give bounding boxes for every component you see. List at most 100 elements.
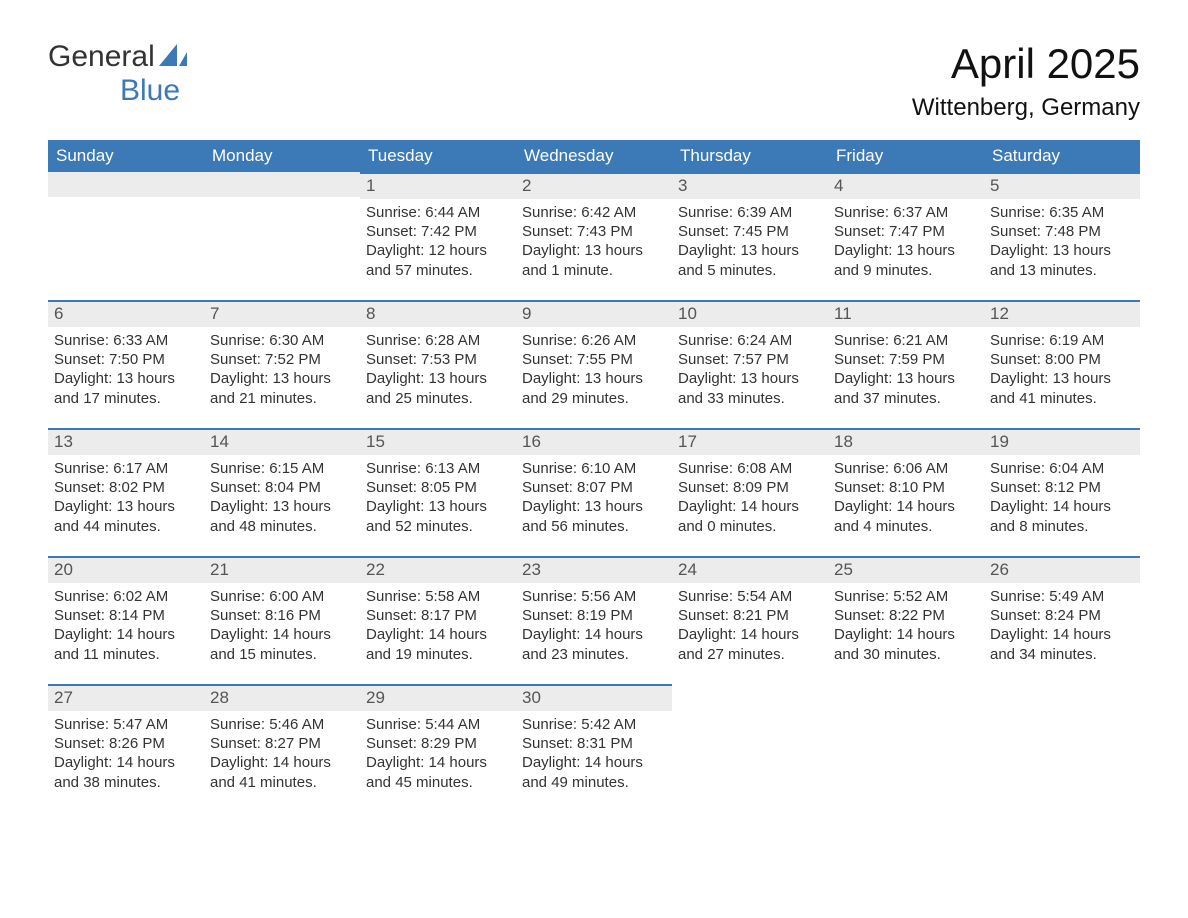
calendar-day-cell: 29Sunrise: 5:44 AMSunset: 8:29 PMDayligh…: [360, 684, 516, 812]
calendar-day-cell: 25Sunrise: 5:52 AMSunset: 8:22 PMDayligh…: [828, 556, 984, 684]
day-details: Sunrise: 6:04 AMSunset: 8:12 PMDaylight:…: [984, 455, 1140, 536]
calendar-day-cell: 27Sunrise: 5:47 AMSunset: 8:26 PMDayligh…: [48, 684, 204, 812]
calendar-day-cell: [984, 684, 1140, 812]
calendar-day-cell: 30Sunrise: 5:42 AMSunset: 8:31 PMDayligh…: [516, 684, 672, 812]
calendar-day-cell: 11Sunrise: 6:21 AMSunset: 7:59 PMDayligh…: [828, 300, 984, 428]
weekday-header-row: SundayMondayTuesdayWednesdayThursdayFrid…: [48, 140, 1140, 172]
day-details: Sunrise: 6:06 AMSunset: 8:10 PMDaylight:…: [828, 455, 984, 536]
calendar-day-cell: 16Sunrise: 6:10 AMSunset: 8:07 PMDayligh…: [516, 428, 672, 556]
day-number: 19: [984, 428, 1140, 455]
calendar-day-cell: [48, 172, 204, 300]
calendar-day-cell: [204, 172, 360, 300]
day-number: 12: [984, 300, 1140, 327]
calendar-day-cell: 6Sunrise: 6:33 AMSunset: 7:50 PMDaylight…: [48, 300, 204, 428]
calendar-day-cell: 19Sunrise: 6:04 AMSunset: 8:12 PMDayligh…: [984, 428, 1140, 556]
page-header: General Blue April 2025 Wittenberg, Germ…: [48, 40, 1140, 122]
day-details: Sunrise: 6:28 AMSunset: 7:53 PMDaylight:…: [360, 327, 516, 408]
logo: General Blue: [48, 40, 187, 108]
logo-sail-icon: [159, 44, 187, 66]
calendar-day-cell: 14Sunrise: 6:15 AMSunset: 8:04 PMDayligh…: [204, 428, 360, 556]
day-number: 18: [828, 428, 984, 455]
calendar-day-cell: 26Sunrise: 5:49 AMSunset: 8:24 PMDayligh…: [984, 556, 1140, 684]
blank-day: [48, 172, 204, 197]
day-details: Sunrise: 6:42 AMSunset: 7:43 PMDaylight:…: [516, 199, 672, 280]
day-details: Sunrise: 6:15 AMSunset: 8:04 PMDaylight:…: [204, 455, 360, 536]
day-details: Sunrise: 5:46 AMSunset: 8:27 PMDaylight:…: [204, 711, 360, 792]
day-details: Sunrise: 6:37 AMSunset: 7:47 PMDaylight:…: [828, 199, 984, 280]
calendar-week-row: 20Sunrise: 6:02 AMSunset: 8:14 PMDayligh…: [48, 556, 1140, 684]
day-details: Sunrise: 6:39 AMSunset: 7:45 PMDaylight:…: [672, 199, 828, 280]
day-details: Sunrise: 5:47 AMSunset: 8:26 PMDaylight:…: [48, 711, 204, 792]
day-details: Sunrise: 5:42 AMSunset: 8:31 PMDaylight:…: [516, 711, 672, 792]
day-number: 9: [516, 300, 672, 327]
day-details: Sunrise: 5:44 AMSunset: 8:29 PMDaylight:…: [360, 711, 516, 792]
day-number: 4: [828, 172, 984, 199]
day-number: 16: [516, 428, 672, 455]
day-number: 29: [360, 684, 516, 711]
calendar-day-cell: 2Sunrise: 6:42 AMSunset: 7:43 PMDaylight…: [516, 172, 672, 300]
calendar-day-cell: 13Sunrise: 6:17 AMSunset: 8:02 PMDayligh…: [48, 428, 204, 556]
calendar-day-cell: [828, 684, 984, 812]
day-number: 6: [48, 300, 204, 327]
day-details: Sunrise: 6:30 AMSunset: 7:52 PMDaylight:…: [204, 327, 360, 408]
calendar-day-cell: 24Sunrise: 5:54 AMSunset: 8:21 PMDayligh…: [672, 556, 828, 684]
day-details: Sunrise: 6:17 AMSunset: 8:02 PMDaylight:…: [48, 455, 204, 536]
calendar-day-cell: 8Sunrise: 6:28 AMSunset: 7:53 PMDaylight…: [360, 300, 516, 428]
day-details: Sunrise: 5:52 AMSunset: 8:22 PMDaylight:…: [828, 583, 984, 664]
day-number: 24: [672, 556, 828, 583]
calendar-day-cell: 4Sunrise: 6:37 AMSunset: 7:47 PMDaylight…: [828, 172, 984, 300]
day-details: Sunrise: 6:26 AMSunset: 7:55 PMDaylight:…: [516, 327, 672, 408]
day-number: 23: [516, 556, 672, 583]
day-details: Sunrise: 6:13 AMSunset: 8:05 PMDaylight:…: [360, 455, 516, 536]
day-number: 20: [48, 556, 204, 583]
calendar-table: SundayMondayTuesdayWednesdayThursdayFrid…: [48, 140, 1140, 812]
title-block: April 2025 Wittenberg, Germany: [912, 40, 1140, 122]
day-number: 22: [360, 556, 516, 583]
calendar-week-row: 1Sunrise: 6:44 AMSunset: 7:42 PMDaylight…: [48, 172, 1140, 300]
calendar-day-cell: 21Sunrise: 6:00 AMSunset: 8:16 PMDayligh…: [204, 556, 360, 684]
weekday-header: Thursday: [672, 140, 828, 172]
day-details: Sunrise: 6:33 AMSunset: 7:50 PMDaylight:…: [48, 327, 204, 408]
day-number: 2: [516, 172, 672, 199]
day-number: 30: [516, 684, 672, 711]
weekday-header: Monday: [204, 140, 360, 172]
calendar-day-cell: 12Sunrise: 6:19 AMSunset: 8:00 PMDayligh…: [984, 300, 1140, 428]
day-number: 28: [204, 684, 360, 711]
calendar-day-cell: 1Sunrise: 6:44 AMSunset: 7:42 PMDaylight…: [360, 172, 516, 300]
day-details: Sunrise: 6:10 AMSunset: 8:07 PMDaylight:…: [516, 455, 672, 536]
day-number: 21: [204, 556, 360, 583]
day-number: 27: [48, 684, 204, 711]
calendar-day-cell: 20Sunrise: 6:02 AMSunset: 8:14 PMDayligh…: [48, 556, 204, 684]
day-details: Sunrise: 6:35 AMSunset: 7:48 PMDaylight:…: [984, 199, 1140, 280]
calendar-day-cell: 28Sunrise: 5:46 AMSunset: 8:27 PMDayligh…: [204, 684, 360, 812]
day-details: Sunrise: 5:54 AMSunset: 8:21 PMDaylight:…: [672, 583, 828, 664]
calendar-day-cell: 10Sunrise: 6:24 AMSunset: 7:57 PMDayligh…: [672, 300, 828, 428]
calendar-day-cell: 18Sunrise: 6:06 AMSunset: 8:10 PMDayligh…: [828, 428, 984, 556]
logo-text-blue: Blue: [44, 74, 180, 107]
calendar-week-row: 27Sunrise: 5:47 AMSunset: 8:26 PMDayligh…: [48, 684, 1140, 812]
calendar-day-cell: 5Sunrise: 6:35 AMSunset: 7:48 PMDaylight…: [984, 172, 1140, 300]
weekday-header: Saturday: [984, 140, 1140, 172]
day-number: 8: [360, 300, 516, 327]
calendar-day-cell: 15Sunrise: 6:13 AMSunset: 8:05 PMDayligh…: [360, 428, 516, 556]
calendar-body: 1Sunrise: 6:44 AMSunset: 7:42 PMDaylight…: [48, 172, 1140, 812]
day-number: 15: [360, 428, 516, 455]
day-details: Sunrise: 6:08 AMSunset: 8:09 PMDaylight:…: [672, 455, 828, 536]
day-number: 25: [828, 556, 984, 583]
logo-text-general: General: [48, 40, 155, 73]
month-title: April 2025: [912, 40, 1140, 88]
weekday-header: Tuesday: [360, 140, 516, 172]
day-number: 7: [204, 300, 360, 327]
day-number: 3: [672, 172, 828, 199]
day-details: Sunrise: 5:49 AMSunset: 8:24 PMDaylight:…: [984, 583, 1140, 664]
calendar-week-row: 13Sunrise: 6:17 AMSunset: 8:02 PMDayligh…: [48, 428, 1140, 556]
calendar-day-cell: 23Sunrise: 5:56 AMSunset: 8:19 PMDayligh…: [516, 556, 672, 684]
day-number: 1: [360, 172, 516, 199]
calendar-week-row: 6Sunrise: 6:33 AMSunset: 7:50 PMDaylight…: [48, 300, 1140, 428]
calendar-day-cell: 7Sunrise: 6:30 AMSunset: 7:52 PMDaylight…: [204, 300, 360, 428]
day-details: Sunrise: 6:19 AMSunset: 8:00 PMDaylight:…: [984, 327, 1140, 408]
blank-day: [204, 172, 360, 197]
weekday-header: Sunday: [48, 140, 204, 172]
day-details: Sunrise: 5:56 AMSunset: 8:19 PMDaylight:…: [516, 583, 672, 664]
day-number: 17: [672, 428, 828, 455]
